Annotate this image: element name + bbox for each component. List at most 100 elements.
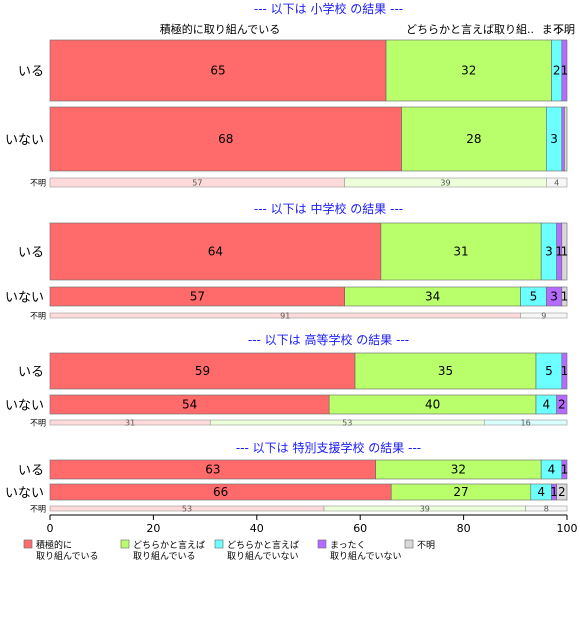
section-title: --- 以下は 特別支援学校 の結果 --- bbox=[236, 440, 421, 455]
bar-segment bbox=[520, 312, 568, 319]
bar-segment bbox=[380, 222, 542, 281]
bar-value-label: 64 bbox=[208, 245, 223, 259]
bar-segment bbox=[483, 419, 568, 426]
bar-value-label: 65 bbox=[210, 64, 225, 78]
legend-label: 取り組んでいない bbox=[227, 550, 299, 562]
bar-value-label: 59 bbox=[195, 364, 210, 378]
bar-value-label: 2 bbox=[558, 398, 566, 412]
bar-value-label: 1 bbox=[561, 463, 569, 477]
bar-value-label: 3 bbox=[550, 132, 558, 146]
bar-value-label: 1 bbox=[550, 485, 558, 499]
row-label: いる bbox=[18, 365, 44, 380]
legend-label: 積極的に bbox=[36, 539, 72, 551]
bar-segment bbox=[561, 459, 568, 480]
bar-value-label: 57 bbox=[192, 179, 202, 188]
bar-value-label: 66 bbox=[213, 485, 228, 499]
bar-value-label: 63 bbox=[205, 463, 220, 477]
legend-swatch bbox=[23, 539, 33, 549]
bar-value-label: 39 bbox=[420, 505, 430, 514]
top-category-label: どちらかと言えば取り組.. bbox=[406, 23, 534, 36]
bar-value-label: 5 bbox=[530, 290, 538, 304]
section-title: --- 以下は 中学校 の結果 --- bbox=[254, 201, 403, 216]
top-category-label: 積極的に取り組んでいる bbox=[160, 22, 280, 36]
bar-value-label: 39 bbox=[440, 179, 450, 188]
bar-segment bbox=[561, 352, 568, 390]
legend-label: どちらかと言えば bbox=[227, 539, 299, 551]
bar-value-label: 1 bbox=[555, 245, 563, 259]
bar-value-label: 1 bbox=[561, 64, 569, 78]
row-label: いる bbox=[18, 246, 44, 261]
row-label: 不明 bbox=[30, 419, 46, 428]
bar-value-label: 3 bbox=[550, 290, 558, 304]
bar-segment bbox=[525, 505, 568, 512]
bar-value-label: 68 bbox=[218, 132, 233, 146]
x-tick-label: 0 bbox=[47, 522, 54, 535]
bar-value-label: 34 bbox=[425, 290, 440, 304]
legend-label: 取り組んでいる bbox=[133, 550, 196, 562]
row-label: いない bbox=[5, 133, 44, 148]
legend-label: 取り組んでいない bbox=[330, 550, 402, 562]
legend-swatch bbox=[214, 539, 224, 549]
row-label: いない bbox=[5, 399, 44, 414]
bar-value-label: 16 bbox=[521, 419, 531, 428]
bar-segment bbox=[556, 483, 568, 501]
bar-segment bbox=[535, 352, 563, 390]
row-label: いない bbox=[5, 291, 44, 306]
bar-segment bbox=[354, 352, 537, 390]
bar-value-label: 31 bbox=[453, 245, 468, 259]
legend-label: 不明 bbox=[417, 540, 435, 551]
bar-value-label: 1 bbox=[561, 245, 569, 259]
row-label: いる bbox=[18, 464, 44, 479]
bar-value-label: 32 bbox=[461, 64, 476, 78]
row-label: 不明 bbox=[30, 505, 46, 514]
bar-value-label: 57 bbox=[190, 290, 205, 304]
bar-value-label: 35 bbox=[438, 364, 453, 378]
x-tick-label: 100 bbox=[557, 522, 578, 535]
bar-value-label: 3 bbox=[545, 245, 553, 259]
bar-segment bbox=[561, 39, 568, 102]
bar-value-label: 31 bbox=[125, 419, 135, 428]
bar-value-label: 54 bbox=[182, 398, 197, 412]
x-tick-label: 20 bbox=[146, 522, 160, 535]
legend-swatch bbox=[404, 539, 414, 549]
bar-value-label: 9 bbox=[541, 312, 546, 321]
bar-segment bbox=[561, 286, 568, 307]
x-tick-label: 80 bbox=[457, 522, 471, 535]
x-tick-label: 60 bbox=[353, 522, 367, 535]
row-label: いない bbox=[5, 486, 44, 501]
bar-value-label: 1 bbox=[561, 290, 569, 304]
row-label: いる bbox=[18, 65, 44, 80]
bar-value-label: 91 bbox=[280, 312, 290, 321]
legend-swatch bbox=[120, 539, 130, 549]
bar-value-label: 4 bbox=[548, 463, 556, 477]
bar-value-label: 5 bbox=[545, 364, 553, 378]
bar-segment bbox=[49, 106, 402, 172]
bar-value-label: 4 bbox=[554, 179, 559, 188]
bar-value-label: 2 bbox=[553, 64, 561, 78]
bar-segment bbox=[385, 39, 552, 102]
section-title: --- 以下は 小学校 の結果 --- bbox=[254, 1, 403, 16]
x-tick-label: 40 bbox=[250, 522, 264, 535]
bar-value-label: 28 bbox=[466, 132, 481, 146]
bar-value-label: 27 bbox=[453, 485, 468, 499]
bar-value-label: 53 bbox=[182, 505, 192, 514]
bar-segment bbox=[564, 106, 568, 172]
bar-segment bbox=[546, 177, 568, 188]
section-title: --- 以下は 高等学校 の結果 --- bbox=[248, 332, 409, 347]
bar-segment bbox=[561, 106, 565, 172]
bar-value-label: 40 bbox=[425, 398, 440, 412]
bar-value-label: 1 bbox=[561, 364, 569, 378]
legend-swatch bbox=[317, 539, 327, 549]
bar-value-label: 32 bbox=[451, 463, 466, 477]
legend-label: 取り組んでいる bbox=[36, 550, 99, 562]
legend-label: まったく bbox=[330, 540, 366, 551]
bar-value-label: 8 bbox=[544, 505, 549, 514]
bar-segment bbox=[49, 222, 382, 281]
row-label: 不明 bbox=[30, 179, 46, 188]
bar-segment bbox=[401, 106, 547, 172]
legend-label: どちらかと言えば bbox=[133, 539, 205, 551]
bar-value-label: 4 bbox=[542, 398, 550, 412]
bar-value-label: 2 bbox=[558, 485, 566, 499]
bar-value-label: 4 bbox=[537, 485, 545, 499]
top-category-label: まっ.. bbox=[542, 23, 571, 36]
